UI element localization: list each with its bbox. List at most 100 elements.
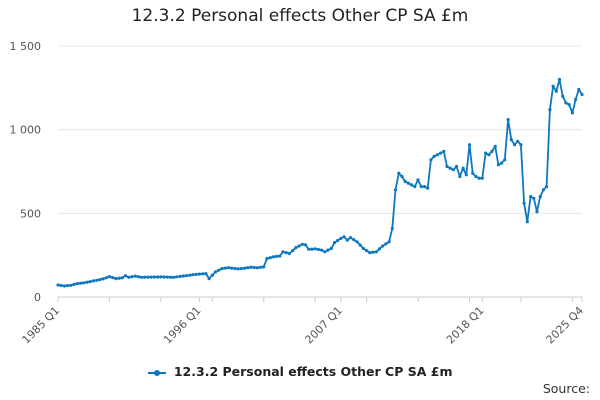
data-point bbox=[175, 275, 179, 279]
data-point bbox=[352, 238, 356, 242]
data-point bbox=[303, 243, 308, 247]
data-point bbox=[287, 251, 292, 256]
data-point bbox=[162, 275, 166, 279]
data-point bbox=[406, 181, 410, 185]
data-point bbox=[413, 185, 417, 189]
data-point bbox=[467, 143, 472, 147]
data-point bbox=[242, 266, 247, 270]
data-point bbox=[316, 247, 320, 252]
data-point bbox=[371, 250, 375, 254]
data-point bbox=[416, 178, 420, 182]
data-point bbox=[300, 242, 304, 246]
x-tick-label: 1985 Q1 bbox=[20, 304, 63, 347]
data-point bbox=[127, 275, 131, 279]
data-point bbox=[69, 283, 73, 287]
data-point bbox=[458, 174, 462, 179]
data-point bbox=[342, 235, 346, 239]
data-point bbox=[368, 251, 372, 255]
data-point bbox=[123, 274, 128, 278]
data-point bbox=[294, 246, 298, 250]
data-point bbox=[387, 240, 391, 244]
data-point bbox=[178, 274, 182, 278]
data-point bbox=[403, 179, 407, 184]
data-point bbox=[252, 265, 256, 270]
data-point bbox=[66, 284, 70, 288]
data-point bbox=[525, 220, 529, 224]
data-point bbox=[329, 246, 333, 251]
legend-label: 12.3.2 Personal effects Other CP SA £m bbox=[173, 364, 453, 379]
data-point bbox=[445, 164, 449, 169]
data-point bbox=[326, 248, 330, 252]
data-point bbox=[149, 275, 153, 279]
data-point bbox=[223, 266, 227, 270]
data-point bbox=[580, 92, 584, 97]
data-point bbox=[107, 275, 111, 279]
data-point bbox=[271, 255, 275, 259]
data-point bbox=[564, 101, 568, 105]
data-point bbox=[133, 274, 137, 278]
data-point bbox=[320, 248, 324, 252]
data-point bbox=[503, 158, 507, 162]
data-point bbox=[480, 176, 484, 180]
data-point bbox=[313, 247, 317, 251]
y-tick-label: 1 500 bbox=[10, 40, 42, 53]
data-point bbox=[512, 143, 517, 147]
data-point bbox=[496, 163, 500, 167]
data-point bbox=[262, 265, 266, 269]
data-point bbox=[529, 195, 533, 199]
data-point bbox=[455, 164, 459, 169]
data-point bbox=[500, 161, 504, 165]
data-point bbox=[188, 273, 192, 277]
data-point bbox=[509, 138, 513, 142]
data-point bbox=[393, 188, 398, 192]
data-point bbox=[464, 173, 468, 177]
data-point bbox=[120, 276, 124, 280]
data-point bbox=[291, 249, 295, 253]
data-point bbox=[451, 168, 455, 172]
data-point bbox=[75, 282, 79, 286]
data-point bbox=[104, 276, 108, 280]
data-point bbox=[323, 250, 327, 254]
x-tick-label: 2025 Q4 bbox=[544, 304, 587, 347]
data-point bbox=[72, 282, 76, 286]
data-point bbox=[230, 266, 234, 270]
data-point bbox=[355, 240, 359, 244]
x-tick-label: 2007 Q1 bbox=[302, 304, 345, 347]
y-tick-label: 0 bbox=[34, 291, 41, 304]
data-point bbox=[143, 275, 147, 279]
data-point bbox=[239, 267, 243, 271]
data-point bbox=[201, 272, 205, 276]
data-point bbox=[191, 273, 195, 277]
data-point bbox=[374, 250, 378, 254]
data-point bbox=[246, 266, 250, 270]
data-point bbox=[281, 250, 285, 254]
data-point bbox=[410, 183, 414, 187]
data-point bbox=[136, 275, 140, 279]
data-point bbox=[310, 247, 314, 251]
data-point bbox=[567, 103, 571, 107]
data-point bbox=[448, 166, 452, 170]
y-tick-label: 1 000 bbox=[10, 124, 42, 137]
data-point bbox=[91, 279, 95, 283]
data-point bbox=[255, 266, 259, 270]
data-point bbox=[435, 153, 439, 157]
data-point bbox=[88, 280, 92, 284]
data-point bbox=[474, 174, 478, 179]
data-point bbox=[545, 185, 549, 189]
chart-legend: 12.3.2 Personal effects Other CP SA £m bbox=[0, 364, 600, 379]
data-point bbox=[554, 89, 558, 93]
data-point bbox=[181, 274, 185, 278]
data-point bbox=[538, 195, 542, 199]
data-point bbox=[365, 249, 369, 253]
data-point bbox=[226, 266, 230, 270]
data-point bbox=[197, 272, 201, 276]
y-tick-label: 500 bbox=[20, 207, 41, 220]
data-point bbox=[336, 238, 340, 243]
data-point bbox=[258, 265, 263, 269]
data-point bbox=[82, 281, 86, 285]
data-point bbox=[165, 275, 169, 279]
data-point bbox=[397, 171, 401, 175]
data-point bbox=[429, 158, 433, 162]
data-point bbox=[541, 188, 546, 192]
x-tick-label: 1996 Q1 bbox=[161, 304, 204, 347]
